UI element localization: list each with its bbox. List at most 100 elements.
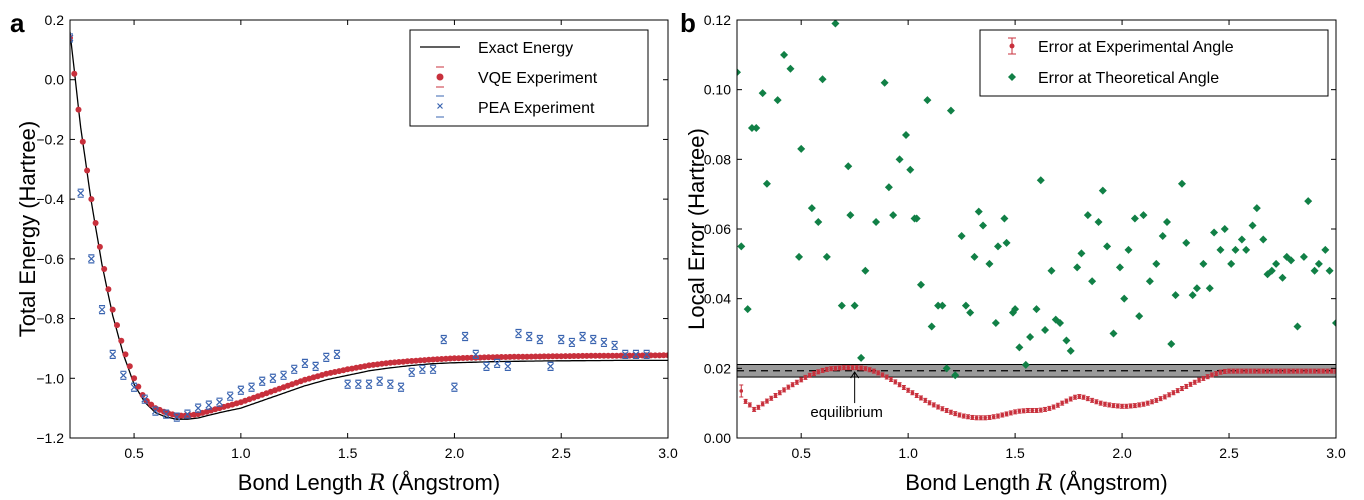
- experimental-angle-point: [1218, 369, 1223, 375]
- experimental-angle-point: [1239, 368, 1244, 374]
- theoretical-angle-point: [916, 280, 925, 289]
- experimental-angle-point: [1316, 368, 1321, 374]
- experimental-angle-point: [987, 414, 992, 420]
- experimental-angle-point: [901, 384, 906, 390]
- vqe-point: [507, 353, 513, 360]
- panel-a-y-tick-label: −1.0: [36, 370, 64, 386]
- theoretical-angle-point: [822, 252, 831, 261]
- experimental-angle-point: [897, 382, 902, 388]
- theoretical-angle-point: [1098, 186, 1107, 195]
- vqe-point: [545, 353, 552, 360]
- experimental-angle-point: [876, 370, 881, 376]
- experimental-angle-point: [1060, 400, 1065, 406]
- experimental-angle-point: [1098, 400, 1103, 406]
- pea-point: [248, 382, 255, 392]
- pea-point: [280, 370, 287, 380]
- panel-a-y-tick-label: −0.6: [36, 251, 64, 267]
- experimental-angle-point: [948, 409, 953, 415]
- theoretical-angle-point: [991, 319, 1000, 328]
- pea-point: [322, 352, 330, 362]
- experimental-angle-point: [846, 365, 851, 371]
- theoretical-angle-point: [985, 259, 994, 268]
- panel-a-x-tick-label: 3.0: [658, 445, 678, 461]
- pea-point: [643, 349, 651, 359]
- experimental-angle-point: [1278, 368, 1283, 374]
- panel-a-legend-box: [409, 29, 649, 127]
- vqe-point: [118, 337, 125, 344]
- vqe-point: [114, 322, 120, 329]
- panel-a-x-tick-label: 1.0: [231, 445, 251, 461]
- theoretical-angle-point: [1188, 291, 1197, 300]
- experimental-angle-point: [782, 387, 787, 393]
- theoretical-angle-point: [1231, 245, 1240, 254]
- pea-point: [536, 334, 544, 345]
- experimental-angle-point: [1222, 368, 1227, 374]
- experimental-angle-point: [1265, 368, 1270, 374]
- experimental-angle-point: [966, 414, 971, 420]
- experimental-angle-point: [1077, 394, 1082, 400]
- panel-b-x-tick-label: 1.0: [898, 445, 918, 461]
- experimental-angle-point: [1192, 379, 1197, 385]
- experimental-angle-point: [931, 402, 936, 408]
- experimental-angle-point: [1068, 396, 1073, 402]
- vqe-point: [498, 354, 505, 360]
- pea-point: [525, 331, 533, 342]
- panel-b-y-tick-label: 0.08: [704, 151, 731, 167]
- experimental-angle-point: [1004, 411, 1009, 417]
- experimental-angle-point: [936, 404, 941, 410]
- experimental-angle-point: [1261, 368, 1266, 374]
- theoretical-angle-point: [837, 301, 846, 310]
- panel-a-y-tick-label: −0.4: [36, 191, 64, 207]
- theoretical-angle-point: [737, 242, 746, 251]
- theoretical-angle-point: [889, 211, 898, 220]
- vqe-point: [126, 363, 133, 370]
- pea-point: [589, 334, 597, 345]
- theoretical-angle-point: [1321, 245, 1330, 254]
- vqe-point: [173, 412, 180, 419]
- experimental-angle-point: [854, 365, 859, 371]
- vqe-point: [122, 351, 129, 358]
- legend-vqe-marker: [436, 66, 444, 88]
- vqe-point: [96, 243, 103, 250]
- experimental-angle-point: [739, 384, 744, 398]
- pea-point: [547, 361, 554, 371]
- theoretical-angle-point: [1162, 218, 1171, 227]
- experimental-angle-point: [824, 366, 829, 372]
- vqe-point: [438, 356, 445, 362]
- vqe-point: [494, 354, 501, 361]
- experimental-angle-point: [1145, 400, 1150, 406]
- legend-theoretical-angle: Error at Theoretical Angle: [1038, 70, 1219, 87]
- experimental-angle-point: [1013, 409, 1018, 415]
- legend-experimental-angle-marker: [1008, 37, 1016, 55]
- theoretical-angle-point: [797, 144, 806, 153]
- experimental-angle-point: [1111, 403, 1116, 409]
- pea-point: [216, 397, 223, 407]
- experimental-angle-point: [786, 384, 791, 390]
- theoretical-angle-point: [1205, 284, 1214, 293]
- theoretical-angle-point: [951, 371, 960, 380]
- theoretical-angle-point: [758, 89, 767, 98]
- theoretical-angle-point: [1299, 252, 1308, 261]
- experimental-angle-point: [769, 395, 774, 401]
- experimental-angle-point: [944, 407, 949, 413]
- experimental-angle-point: [790, 382, 795, 388]
- panel-b-x-tick-label: 2.5: [1219, 445, 1239, 461]
- experimental-angle-point: [1291, 368, 1296, 374]
- pea-point: [579, 331, 586, 342]
- vqe-point: [656, 352, 663, 359]
- vqe-point: [622, 352, 629, 359]
- vqe-point: [579, 352, 586, 359]
- theoretical-angle-point: [1177, 179, 1186, 188]
- panel-b-y-tick-label: 0.02: [704, 360, 731, 376]
- experimental-angle-point: [1021, 408, 1026, 414]
- experimental-angle-point: [961, 413, 966, 419]
- theoretical-angle-point: [743, 305, 752, 314]
- theoretical-angle-point: [1237, 235, 1246, 244]
- theoretical-angle-point: [1227, 259, 1236, 268]
- theoretical-angle-point: [1002, 238, 1011, 247]
- theoretical-angle-point: [1109, 329, 1118, 338]
- experimental-angle-point: [760, 401, 765, 407]
- experimental-angle-point: [995, 413, 1000, 419]
- pea-point: [440, 334, 448, 345]
- theoretical-angle-point: [1272, 259, 1281, 268]
